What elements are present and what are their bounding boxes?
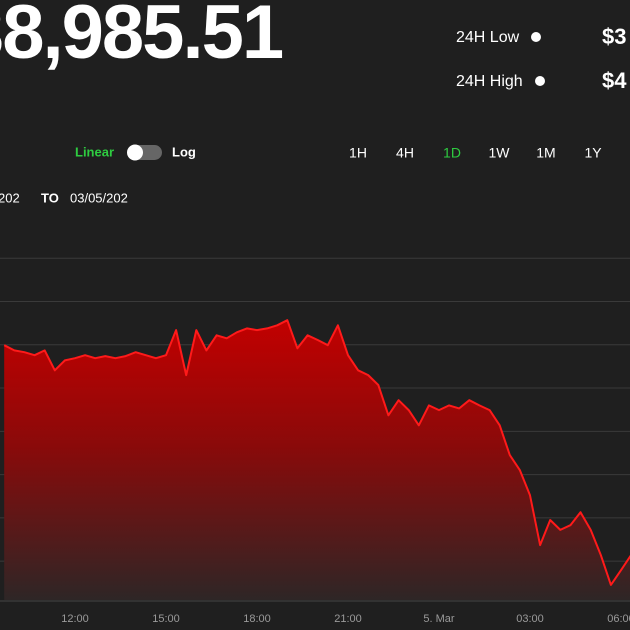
interval-button[interactable]: 1H — [349, 145, 367, 161]
area-fill — [4, 320, 630, 600]
info-icon[interactable] — [531, 32, 541, 42]
low-label: 24H Low — [456, 29, 520, 46]
x-tick-label: 06:00 — [607, 613, 630, 625]
interval-button[interactable]: 1D — [443, 145, 461, 161]
price: 38,985.51 — [0, 0, 283, 75]
high-label: 24H High — [456, 73, 523, 90]
info-icon[interactable] — [535, 76, 545, 86]
toggle-knob — [127, 144, 143, 161]
x-tick-label: 12:00 — [61, 613, 89, 625]
x-tick-label: 21:00 — [334, 613, 362, 625]
interval-button[interactable]: 4H — [396, 145, 414, 161]
interval-buttons: 1H 4H 1D 1W 1M 1Y — [349, 145, 602, 161]
interval-button[interactable]: 1M — [536, 145, 555, 161]
plot — [3, 319, 630, 600]
interval-button[interactable]: 1Y — [584, 145, 602, 161]
date-to[interactable]: 03/05/202 — [70, 190, 128, 205]
x-tick-label: 15:00 — [152, 613, 180, 625]
x-tick-label: 18:00 — [243, 613, 271, 625]
x-tick-label: 03:00 — [516, 613, 544, 625]
x-tick-label: 5. Mar — [423, 613, 455, 625]
interval-button[interactable]: 1W — [489, 145, 511, 161]
low-value: $3 — [602, 24, 626, 49]
date-separator: TO — [41, 190, 59, 205]
log-option[interactable]: Log — [172, 144, 196, 159]
high-value: $4 — [602, 68, 627, 93]
price-line — [3, 319, 630, 586]
linear-option[interactable]: Linear — [75, 144, 114, 159]
date-from[interactable]: 202 — [0, 190, 20, 205]
x-axis: 12:00 15:00 18:00 21:00 5. Mar 03:00 06:00 — [0, 600, 630, 625]
